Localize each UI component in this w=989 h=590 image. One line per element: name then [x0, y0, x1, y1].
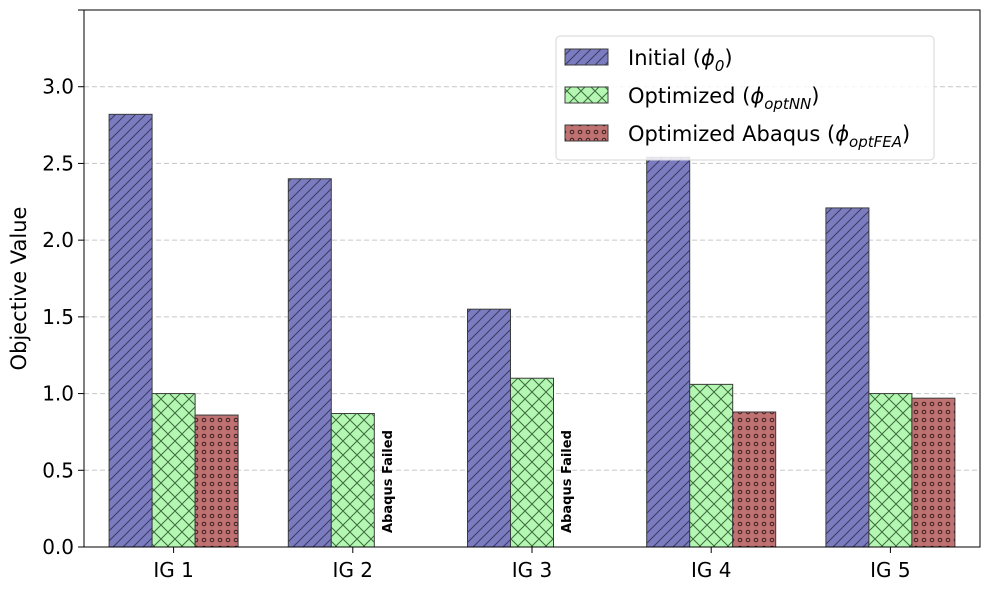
- legend-label: Initial (ϕ0): [628, 46, 733, 75]
- bar-diagonal-3: [467, 308, 511, 548]
- axes: 0.0 0.5 1.0 1.5 2.0 2.5 3.0 IG 1 IG 2 IG 3 IG 4 IG …: [42, 9, 911, 582]
- annotation-abaqus-failed: Abaqus Failed: [560, 430, 575, 533]
- x-tick-label: IG 4: [691, 558, 731, 582]
- legend-swatch-diagonal: [564, 48, 609, 66]
- legend-box: [555, 35, 935, 161]
- y-tick-label: 0.0: [42, 535, 74, 559]
- legend-label: Optimized Abaqus (ϕoptFEA): [628, 122, 910, 151]
- bar-diagonal-4: [646, 156, 691, 548]
- bar-diagonal-1: [108, 113, 153, 548]
- bar-dots-1: [194, 414, 239, 548]
- legend-label: Optimized (ϕoptNN): [628, 84, 819, 113]
- legend: Initial (ϕ0) Optimized (ϕoptNN) Optimized …: [555, 35, 935, 161]
- y-tick-label: 2.5: [42, 151, 74, 175]
- annotations: Abaqus Failed Abaqus Failed: [381, 430, 575, 533]
- x-tick-label: IG 2: [333, 558, 373, 582]
- bar-crosshatch-1: [151, 393, 196, 548]
- bar-crosshatch-4: [689, 383, 734, 548]
- bar-diagonal-5: [825, 207, 870, 548]
- bar-crosshatch-3: [510, 377, 554, 548]
- bar-diagonal-2: [287, 178, 332, 548]
- bar-crosshatch-5: [868, 393, 913, 548]
- y-axis-label: Objective Value: [7, 207, 31, 371]
- bars: [108, 113, 956, 548]
- bar-crosshatch-2: [330, 413, 375, 548]
- bar-dots-5: [911, 397, 956, 548]
- bar-dots-4: [732, 411, 777, 548]
- x-tick-label: IG 5: [870, 558, 910, 582]
- legend-swatch-crosshatch: [564, 86, 609, 104]
- x-tick-label: IG 3: [512, 558, 552, 582]
- annotation-abaqus-failed: Abaqus Failed: [381, 430, 396, 533]
- y-tick-label: 2.0: [42, 228, 74, 252]
- x-tick-label: IG 1: [153, 558, 193, 582]
- y-tick-label: 1.5: [42, 305, 74, 329]
- y-tick-label: 0.5: [42, 458, 74, 482]
- y-tick-label: 3.0: [42, 75, 74, 99]
- y-tick-label: 1.0: [42, 382, 74, 406]
- legend-swatch-dots: [564, 124, 609, 142]
